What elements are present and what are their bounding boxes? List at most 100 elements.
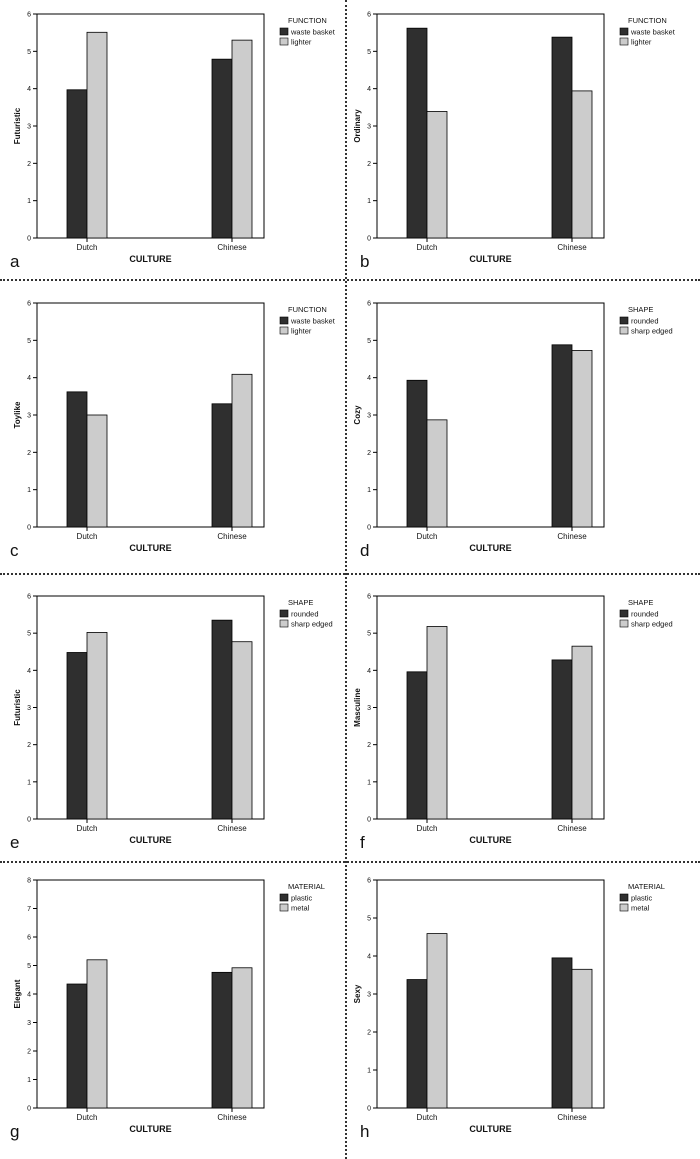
legend-swatch — [279, 903, 289, 912]
x-tick-label: Chinese — [217, 243, 247, 252]
legend-swatch — [279, 326, 289, 335]
y-tick-label: 2 — [27, 450, 31, 457]
y-axis-title: Cozy — [353, 405, 362, 425]
legend-title: SHAPE — [628, 598, 653, 607]
legend-swatch — [279, 316, 289, 325]
y-tick-label: 4 — [27, 375, 31, 382]
y-tick-label: 4 — [27, 668, 31, 675]
y-tick-label: 5 — [367, 916, 371, 923]
y-tick-label: 2 — [27, 161, 31, 168]
y-tick-label: 5 — [367, 338, 371, 345]
legend-swatch — [279, 37, 289, 46]
y-axis-title: Sexy — [353, 984, 362, 1003]
y-tick-label: 0 — [27, 1106, 31, 1113]
y-tick-label: 5 — [27, 963, 31, 970]
legend-title: FUNCTION — [288, 305, 327, 314]
x-tick-label: Chinese — [557, 1113, 587, 1122]
y-tick-label: 4 — [27, 86, 31, 93]
bar-rounded — [551, 659, 573, 820]
y-tick-label: 6 — [367, 594, 371, 601]
chart-panel-c: 0 1 2 3 4 5 6 Dutch Chinese CULTURE Toylike c FUNCTI… — [10, 301, 336, 561]
y-tick-label: 1 — [27, 1077, 31, 1084]
x-tick-label: Dutch — [417, 1113, 438, 1122]
legend-entry: plastic — [631, 894, 653, 903]
legend-entry: sharp edged — [631, 327, 673, 336]
y-tick-label: 1 — [27, 779, 31, 786]
x-tick-label: Dutch — [77, 824, 98, 833]
y-tick-label: 8 — [27, 878, 31, 885]
x-tick-label: Dutch — [77, 532, 98, 541]
y-axis-title: Masculine — [353, 688, 362, 727]
y-tick-label: 0 — [27, 236, 31, 243]
y-tick-label: 2 — [27, 1049, 31, 1056]
y-tick-label: 0 — [367, 1106, 371, 1113]
bar-plastic — [551, 957, 573, 1109]
y-axis-title: Toylike — [13, 401, 22, 429]
bar-rounded — [406, 379, 428, 528]
y-tick-label: 2 — [367, 161, 371, 168]
y-tick-label: 5 — [367, 49, 371, 56]
x-axis-title: CULTURE — [469, 835, 511, 845]
chart-panel-f: 0 1 2 3 4 5 6 Dutch Chinese CULTURE Masculine f SHAP… — [353, 594, 673, 853]
legend-title: FUNCTION — [288, 16, 327, 25]
x-axis-title: CULTURE — [129, 1124, 171, 1134]
y-tick-label: 4 — [367, 86, 371, 93]
y-tick-label: 6 — [27, 594, 31, 601]
vertical-divider — [345, 0, 347, 1159]
chart-panel-b: 0 1 2 3 4 5 6 Dutch Chinese CULTURE Ordinary b FUNCT… — [353, 12, 676, 272]
bar-sharp-edged — [231, 641, 253, 820]
chart-panel-h: 0 1 2 3 4 5 6 Dutch Chinese CULTURE Sexy h MATERIAL p… — [353, 878, 665, 1142]
x-axis-title: CULTURE — [469, 543, 511, 553]
y-tick-label: 1 — [367, 1068, 371, 1075]
legend-swatch — [619, 37, 629, 46]
legend-entry: metal — [631, 904, 650, 913]
bar-plastic — [211, 971, 233, 1109]
y-tick-label: 2 — [27, 742, 31, 749]
y-tick-label: 6 — [367, 12, 371, 19]
panel-letter: f — [360, 833, 365, 852]
y-axis-title: Elegant — [13, 979, 22, 1008]
legend-title: SHAPE — [628, 305, 653, 314]
bar-rounded — [406, 671, 428, 820]
y-axis-title: Futuristic — [13, 689, 22, 726]
bar-waste-basket — [66, 391, 88, 528]
y-tick-label: 3 — [367, 413, 371, 420]
bar-lighter — [426, 111, 448, 239]
y-tick-label: 2 — [367, 1030, 371, 1037]
y-tick-label: 7 — [27, 906, 31, 913]
bar-rounded — [66, 652, 88, 820]
horizontal-divider — [0, 861, 700, 863]
y-tick-label: 0 — [367, 525, 371, 532]
chart-panel-e: 0 1 2 3 4 5 6 Dutch Chinese CULTURE Futuristic e SHA… — [10, 594, 333, 853]
panel-letter: g — [10, 1122, 19, 1141]
x-tick-label: Chinese — [217, 824, 247, 833]
bar-lighter — [86, 31, 108, 239]
legend-swatch — [619, 893, 629, 902]
y-tick-label: 5 — [27, 631, 31, 638]
legend-swatch — [619, 27, 629, 36]
y-tick-label: 6 — [367, 878, 371, 885]
panel-letter: d — [360, 541, 369, 560]
bar-rounded — [551, 344, 573, 528]
bar-lighter — [231, 39, 253, 239]
bar-sharp-edged — [571, 350, 593, 528]
bar-sharp-edged — [426, 419, 448, 528]
legend-entry: waste basket — [290, 28, 336, 37]
x-tick-label: Dutch — [77, 1113, 98, 1122]
legend-swatch — [279, 619, 289, 628]
bar-waste-basket — [551, 36, 573, 239]
bar-rounded — [211, 619, 233, 820]
legend-title: SHAPE — [288, 598, 313, 607]
y-tick-label: 6 — [27, 12, 31, 19]
x-tick-label: Dutch — [77, 243, 98, 252]
legend-entry: rounded — [631, 610, 659, 619]
y-tick-label: 4 — [27, 992, 31, 999]
y-tick-label: 0 — [367, 817, 371, 824]
x-tick-label: Dutch — [417, 243, 438, 252]
y-axis-title: Ordinary — [353, 109, 362, 143]
chart-panel-a: 0 1 2 3 4 5 6 Dutch Chinese CULTURE Futuristic a FUN… — [10, 12, 336, 272]
x-tick-label: Dutch — [417, 824, 438, 833]
bar-sharp-edged — [571, 645, 593, 820]
y-tick-label: 0 — [27, 525, 31, 532]
legend-entry: lighter — [291, 38, 312, 47]
